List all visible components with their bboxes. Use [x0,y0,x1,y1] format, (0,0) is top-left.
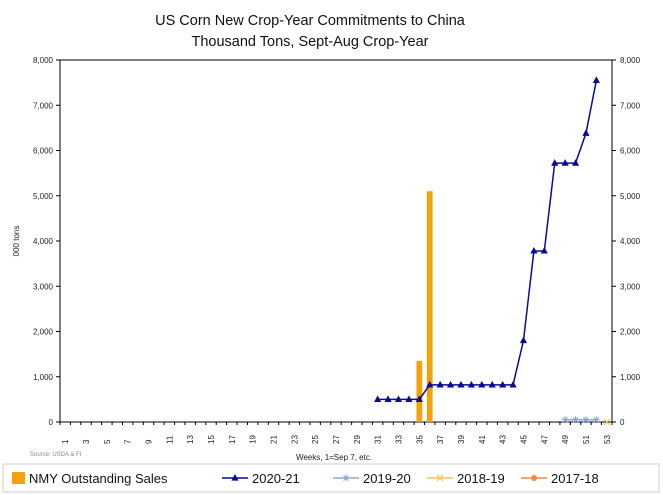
point-2020-21-week-40 [467,380,475,388]
x-tick-label: 9 [145,439,154,444]
line-series [374,76,611,426]
y-tick-label-left: 8,000 [33,56,54,65]
x-tick-label: 31 [374,435,383,444]
point-2019-20-week-50 [572,416,580,424]
y-tick-label-left: 7,000 [33,101,54,110]
legend-marker-2020-21 [231,474,239,481]
y-tick-label-left: 6,000 [33,147,54,156]
x-tick-label: 29 [353,435,362,444]
legend-marker-2017-18 [531,475,537,481]
x-tick-label: 53 [603,435,612,444]
y-tick-label-right: 1,000 [620,373,641,382]
x-tick-label: 43 [499,435,508,444]
point-2020-21-week-48 [551,159,559,166]
x-tick-label: 41 [478,435,487,444]
x-tick-label: 1 [61,439,70,444]
x-tick-label: 27 [332,435,341,444]
point-2020-21-week-35 [415,395,423,402]
x-tick-label: 17 [228,435,237,444]
point-2020-21-week-51 [582,129,590,136]
x-axis-label: Weeks, 1=Sep 7, etc. [296,453,372,462]
y-tick-label-right: 0 [620,418,625,427]
point-2020-21-week-32 [384,395,392,402]
y-tick-label-right: 5,000 [620,192,641,201]
y-axis-label: 000 tons [12,226,21,257]
x-tick-label: 15 [207,435,216,444]
point-2020-21-week-31 [374,395,382,402]
x-tick-label: 7 [124,439,133,444]
y-tick-label-right: 8,000 [620,56,641,65]
y-tick-label-left: 4,000 [33,237,54,246]
x-tick-label: 25 [311,435,320,444]
source-note: Source: USDA & FI [30,452,82,458]
x-tick-label: 11 [165,435,174,444]
y-axis-right: 0 1,000 2,000 3,000 4,000 5,000 6,000 7,000 8,00… [612,56,641,427]
point-2020-21-week-41 [478,380,486,388]
legend-label-nmy: NMY Outstanding Sales [29,471,168,486]
chart-title-line1: US Corn New Crop-Year Commitments to Chi… [155,13,466,29]
x-axis: 1 3 5 7 9 11 13 15 17 19 21 23 25 27 29 31 33 35 37 39 41 43 4… [59,422,613,444]
y-tick-label-left: 3,000 [33,282,54,291]
point-2020-21-week-38 [446,380,455,388]
point-2019-20-week-49 [561,416,569,424]
x-tick-label: 23 [290,435,299,444]
point-2020-21-week-43 [499,380,507,388]
y-tick-label-left: 5,000 [33,192,54,201]
legend-marker-2019-20 [342,474,350,482]
bar-nmy-week-36 [426,191,433,422]
y-tick-label-right: 2,000 [620,328,641,337]
legend-marker-2018-19 [436,474,444,482]
y-tick-label-left: 1,000 [33,373,54,382]
x-tick-label: 49 [561,435,570,444]
point-2020-21-week-49 [561,159,569,166]
point-2020-21-week-34 [405,395,413,402]
y-tick-label-left: 2,000 [33,328,54,337]
x-tick-label: 35 [415,435,424,444]
x-tick-label: 45 [519,435,528,444]
x-tick-label: 21 [270,435,279,444]
x-tick-label: 47 [540,435,549,444]
x-tick-label: 37 [436,435,445,444]
point-2020-21-week-52 [592,76,600,83]
y-tick-label-right: 6,000 [620,147,641,156]
chart-title-line2: Thousand Tons, Sept-Aug Crop-Year [192,34,429,50]
y-tick-label-right: 4,000 [620,237,641,246]
point-2020-21-week-33 [394,395,403,402]
point-2020-21-week-39 [457,380,465,388]
legend-box [2,463,660,493]
legend-swatch-nmy [12,472,25,484]
point-2019-20-week-52 [592,416,600,424]
plot-area [59,59,613,423]
point-2018-19-week-53 [603,418,611,426]
x-tick-label: 19 [249,435,258,444]
y-tick-label-right: 3,000 [620,282,641,291]
point-2020-21-week-45 [519,336,528,344]
y-axis-left: 0 1,000 2,000 3,000 4,000 5,000 6,000 7,000 8,00… [33,56,60,427]
legend-label-2018-19: 2018-19 [457,471,505,486]
x-tick-label: 51 [582,435,591,444]
y-tick-label-right: 7,000 [620,101,641,110]
x-tick-label: 3 [82,439,91,444]
point-2020-21-week-44 [509,380,517,388]
point-2020-21-week-42 [488,380,496,388]
legend-label-2020-21: 2020-21 [252,471,300,486]
x-tick-label: 13 [186,435,195,444]
point-2020-21-week-47 [540,246,548,254]
point-2019-20-week-51 [582,416,590,424]
legend-label-2017-18: 2017-18 [551,471,599,486]
bar-nmy-week-35 [416,360,423,422]
x-tick-label: 39 [457,435,466,444]
bar-series [416,191,433,422]
legend: NMY Outstanding Sales 2020-21 2019-20 2018-… [12,471,599,486]
point-2020-21-week-37 [436,380,444,388]
x-tick-label: 5 [103,439,112,444]
point-2020-21-week-36 [426,380,434,388]
point-2020-21-week-46 [530,246,538,254]
legend-label-2019-20: 2019-20 [363,471,411,486]
point-2020-21-week-50 [571,159,580,166]
y-tick-label-left: 0 [49,418,54,427]
line-series-2020-21 [377,80,598,401]
x-tick-label: 33 [394,435,403,444]
